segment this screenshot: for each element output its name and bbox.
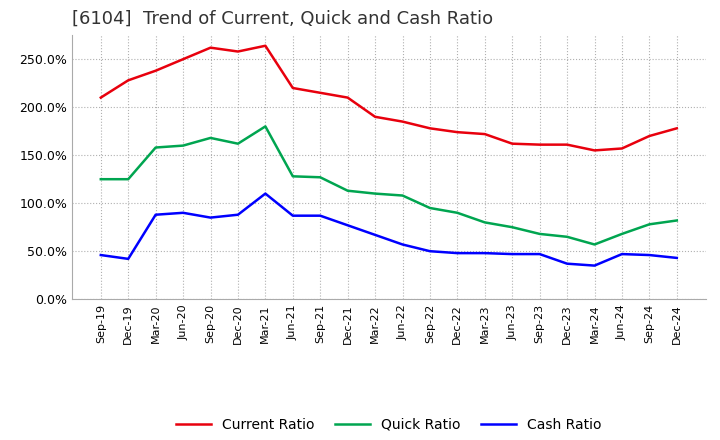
Cash Ratio (233, 212, 242, 217)
Quick Ratio (563, 234, 572, 239)
Current Ratio (179, 57, 187, 62)
Cash Ratio (563, 261, 572, 266)
Cash Ratio (618, 251, 626, 257)
Quick Ratio (179, 143, 187, 148)
Cash Ratio (672, 255, 681, 260)
Current Ratio (343, 95, 352, 100)
Current Ratio (536, 142, 544, 147)
Quick Ratio (398, 193, 407, 198)
Current Ratio (426, 126, 434, 131)
Quick Ratio (151, 145, 160, 150)
Quick Ratio (645, 222, 654, 227)
Current Ratio (233, 49, 242, 54)
Cash Ratio (508, 251, 516, 257)
Current Ratio (398, 119, 407, 124)
Current Ratio (508, 141, 516, 147)
Cash Ratio (151, 212, 160, 217)
Cash Ratio (480, 250, 489, 256)
Quick Ratio (508, 224, 516, 230)
Current Ratio (96, 95, 105, 100)
Cash Ratio (645, 253, 654, 258)
Quick Ratio (124, 176, 132, 182)
Current Ratio (206, 45, 215, 50)
Quick Ratio (261, 124, 270, 129)
Cash Ratio (371, 232, 379, 238)
Cash Ratio (398, 242, 407, 247)
Cash Ratio (206, 215, 215, 220)
Cash Ratio (316, 213, 325, 218)
Current Ratio (590, 148, 599, 153)
Quick Ratio (480, 220, 489, 225)
Cash Ratio (343, 223, 352, 228)
Cash Ratio (124, 256, 132, 261)
Quick Ratio (371, 191, 379, 196)
Current Ratio (480, 132, 489, 137)
Current Ratio (371, 114, 379, 119)
Current Ratio (645, 133, 654, 139)
Quick Ratio (453, 210, 462, 216)
Cash Ratio (96, 253, 105, 258)
Current Ratio (563, 142, 572, 147)
Line: Current Ratio: Current Ratio (101, 46, 677, 150)
Quick Ratio (590, 242, 599, 247)
Quick Ratio (536, 231, 544, 237)
Cash Ratio (426, 249, 434, 254)
Quick Ratio (672, 218, 681, 223)
Cash Ratio (536, 251, 544, 257)
Cash Ratio (261, 191, 270, 196)
Quick Ratio (206, 135, 215, 140)
Current Ratio (672, 126, 681, 131)
Current Ratio (124, 78, 132, 83)
Quick Ratio (316, 175, 325, 180)
Line: Quick Ratio: Quick Ratio (101, 126, 677, 245)
Quick Ratio (233, 141, 242, 147)
Cash Ratio (453, 250, 462, 256)
Quick Ratio (343, 188, 352, 193)
Current Ratio (316, 90, 325, 95)
Quick Ratio (426, 205, 434, 211)
Line: Cash Ratio: Cash Ratio (101, 194, 677, 266)
Cash Ratio (289, 213, 297, 218)
Text: [6104]  Trend of Current, Quick and Cash Ratio: [6104] Trend of Current, Quick and Cash … (72, 10, 493, 28)
Current Ratio (453, 129, 462, 135)
Cash Ratio (179, 210, 187, 216)
Quick Ratio (96, 176, 105, 182)
Current Ratio (151, 68, 160, 73)
Cash Ratio (590, 263, 599, 268)
Quick Ratio (618, 231, 626, 237)
Current Ratio (261, 43, 270, 48)
Legend: Current Ratio, Quick Ratio, Cash Ratio: Current Ratio, Quick Ratio, Cash Ratio (171, 412, 607, 437)
Quick Ratio (289, 174, 297, 179)
Current Ratio (618, 146, 626, 151)
Current Ratio (289, 85, 297, 91)
